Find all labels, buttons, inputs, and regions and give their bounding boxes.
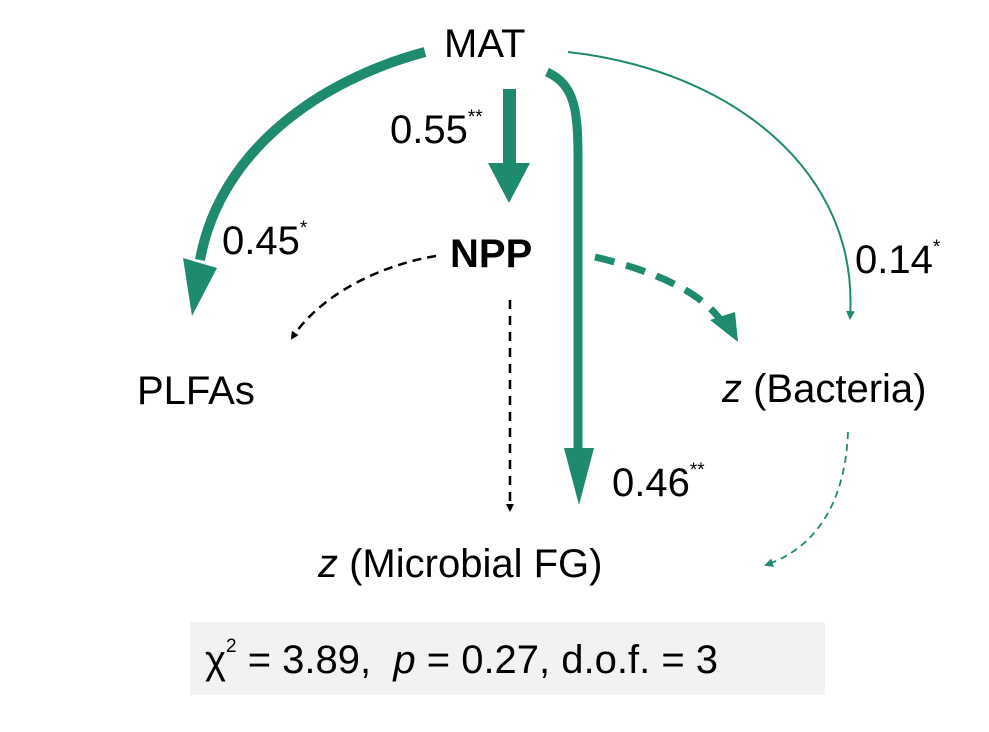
arrowhead-mat-plfas (183, 258, 217, 316)
model-fit-box: χ2 = 3.89, p = 0.27, d.o.f. = 3 (190, 622, 825, 695)
arrow-mat-plfas (195, 47, 427, 261)
node-bacteria: z (Bacteria) (722, 369, 927, 409)
p-value: = 0.27, d.o.f. = 3 (415, 638, 719, 682)
coef-value: 0.14 (855, 238, 933, 282)
chi-value: = 3.89, (236, 638, 394, 682)
coef-mat-npp: 0.55** (390, 107, 483, 152)
z-symbol: z (722, 367, 742, 411)
node-microbial-fg: z (Microbial FG) (318, 544, 602, 584)
coef-value: 0.45 (222, 219, 300, 263)
arrow-npp-plfas (290, 254, 437, 340)
node-bacteria-label: (Bacteria) (742, 367, 927, 411)
z-symbol: z (318, 542, 338, 586)
coef-mat-bacteria: 0.14* (855, 237, 941, 282)
chi-symbol: χ (205, 638, 226, 682)
coef-mat-plfas: 0.45* (222, 218, 308, 263)
coef-value: 0.55 (390, 108, 468, 152)
p-symbol: p (393, 638, 416, 682)
arrowhead-mat-microbial (564, 448, 594, 505)
coef-sig: ** (689, 460, 705, 481)
node-npp: NPP (450, 232, 533, 276)
node-microbial-label: (Microbial FG) (338, 542, 603, 586)
arrowhead-npp-bacteria (710, 312, 738, 342)
coef-value: 0.46 (612, 461, 690, 505)
arrow-mat-bacteria (567, 51, 855, 320)
arrowhead-mat-npp (488, 163, 530, 203)
coef-sig: * (299, 218, 308, 239)
arrow-npp-bacteria (594, 253, 725, 325)
model-fit-stats: χ2 = 3.89, p = 0.27, d.o.f. = 3 (205, 636, 719, 683)
arrow-mat-microbial (544, 67, 583, 450)
arrow-bacteria-microbial (764, 431, 849, 567)
arrow-mat-npp (503, 89, 516, 165)
chi-sup: 2 (226, 636, 237, 657)
coef-sig: * (932, 237, 941, 258)
coef-mat-microbial: 0.46** (612, 460, 705, 505)
node-plfas: PLFAs (137, 369, 255, 413)
coef-sig: ** (467, 107, 483, 128)
node-mat: MAT (444, 22, 526, 66)
